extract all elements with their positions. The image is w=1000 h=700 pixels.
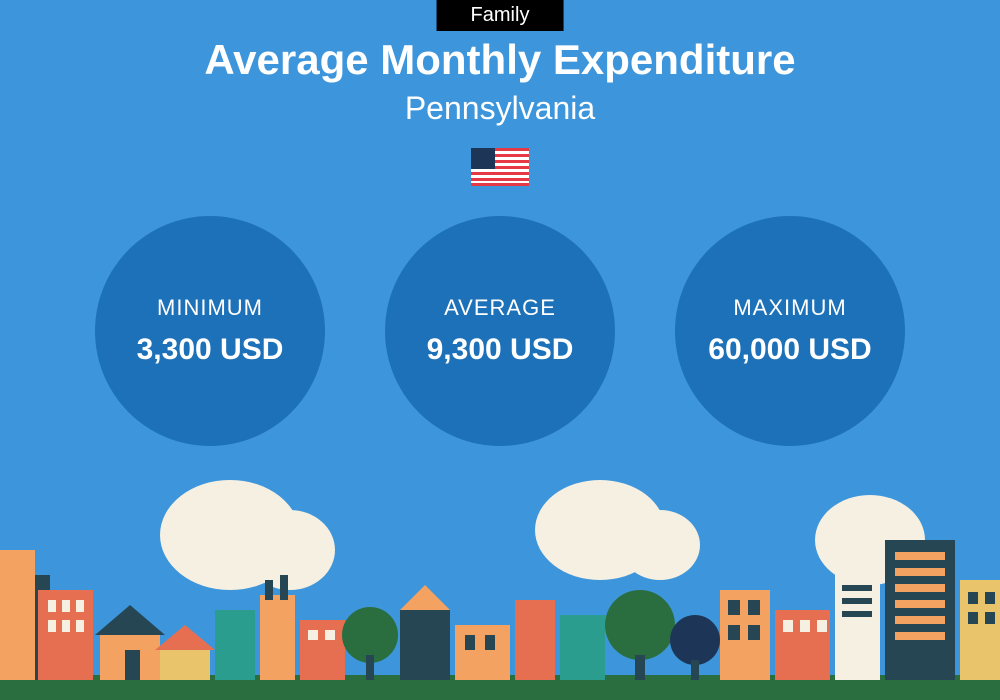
cityscape-illustration [0,480,1000,700]
region-subtitle: Pennsylvania [0,90,1000,127]
stats-row: MINIMUM 3,300 USD AVERAGE 9,300 USD MAXI… [0,216,1000,446]
stat-minimum: MINIMUM 3,300 USD [95,216,325,446]
usa-flag-icon [471,148,529,186]
stat-value: 9,300 USD [427,333,574,367]
stat-average: AVERAGE 9,300 USD [385,216,615,446]
stat-value: 60,000 USD [708,333,871,367]
stat-maximum: MAXIMUM 60,000 USD [675,216,905,446]
category-tag: Family [437,0,564,31]
stat-label: MAXIMUM [733,295,846,321]
stat-value: 3,300 USD [137,333,284,367]
stat-label: AVERAGE [444,295,556,321]
stat-label: MINIMUM [157,295,263,321]
page-title: Average Monthly Expenditure [0,36,1000,84]
